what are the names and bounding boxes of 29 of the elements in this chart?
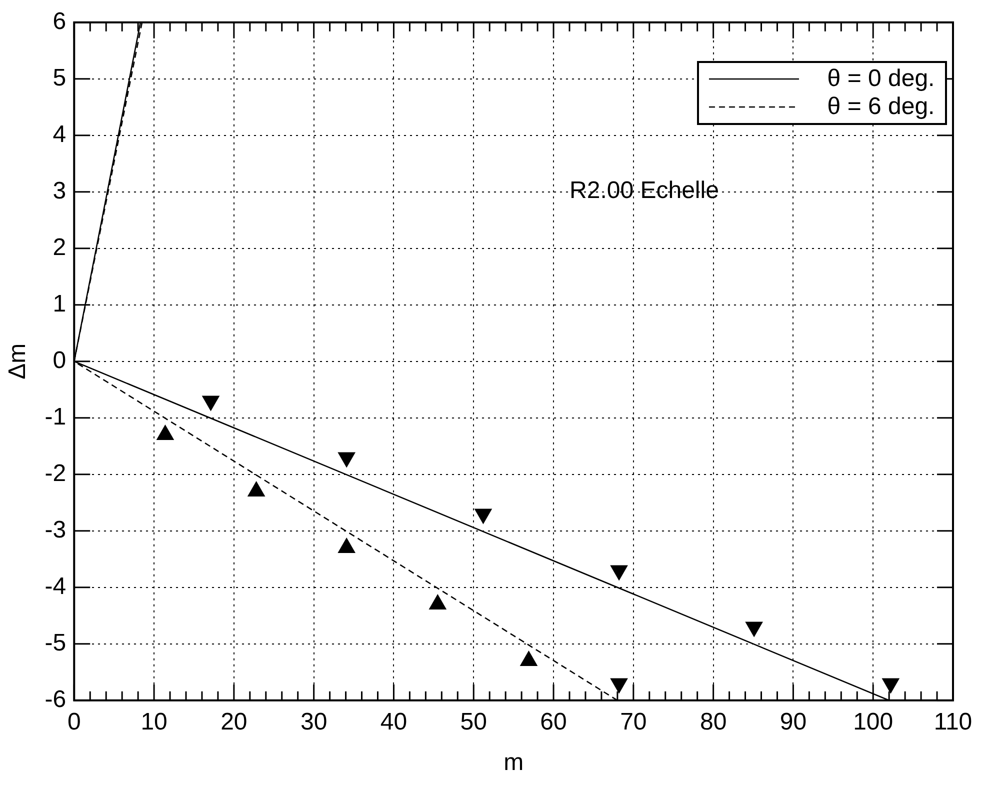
- y-axis-title: Δm: [4, 343, 32, 380]
- x-tick-label: 110: [934, 708, 972, 736]
- y-tick-label: 4: [52, 121, 66, 148]
- x-tick-label: 50: [460, 708, 487, 736]
- x-tick-label: 70: [620, 708, 647, 736]
- y-tick-label: -4: [44, 573, 66, 600]
- y-tick-label: 3: [52, 178, 66, 205]
- y-tick-label: 2: [52, 234, 66, 262]
- y-tick-label: -6: [44, 686, 66, 714]
- legend-label: θ = 6 deg.: [827, 92, 935, 121]
- x-tick-label: 60: [540, 708, 567, 736]
- y-tick-label: -3: [44, 516, 66, 544]
- x-axis-title: m: [504, 749, 524, 776]
- y-tick-label: -5: [44, 630, 66, 657]
- y-tick-label: 1: [52, 290, 66, 318]
- y-tick-label: 6: [52, 8, 66, 36]
- x-tick-label: 90: [780, 708, 807, 736]
- x-tick-label: 20: [220, 708, 248, 736]
- y-tick-label: 5: [52, 64, 66, 92]
- x-tick-label: 80: [700, 708, 727, 736]
- x-tick-label: 30: [300, 708, 328, 736]
- x-tick-label: 100: [853, 708, 894, 736]
- x-tick-label: 40: [380, 708, 408, 736]
- legend-label: θ = 0 deg.: [827, 64, 935, 93]
- y-tick-label: -2: [44, 460, 66, 488]
- y-tick-label: -1: [44, 404, 66, 431]
- y-tick-label: 0: [52, 347, 66, 374]
- annotation: R2.00 Echelle: [570, 176, 719, 205]
- x-tick-label: 10: [140, 708, 168, 736]
